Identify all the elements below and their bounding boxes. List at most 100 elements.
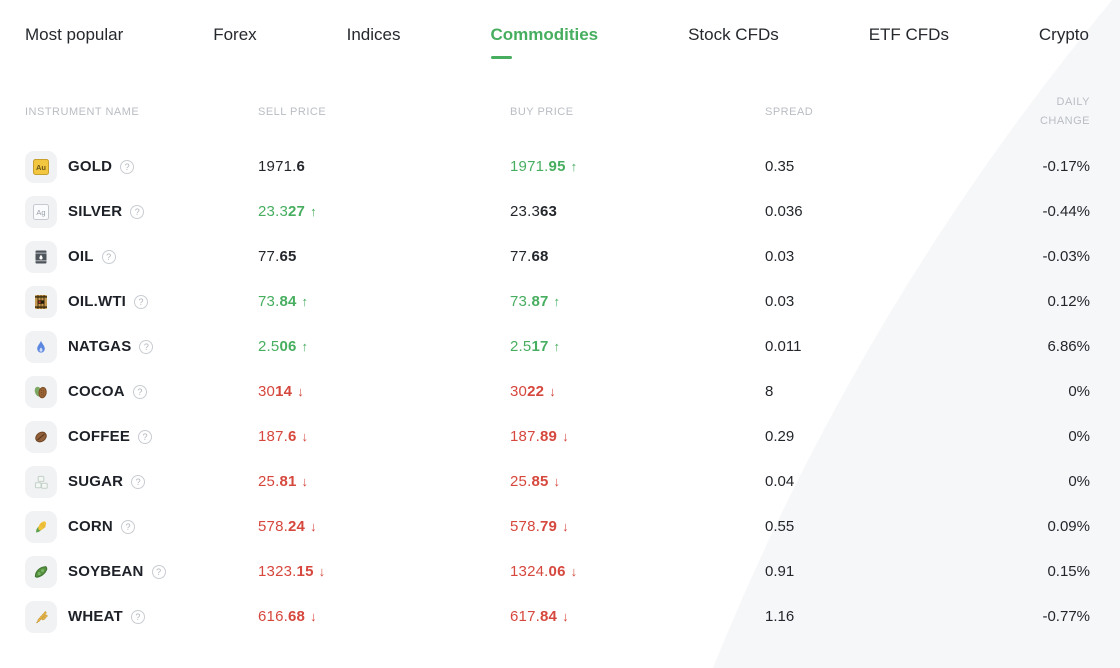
buy-price[interactable]: 187.89 (510, 428, 765, 445)
sell-price[interactable]: 616.68 (258, 608, 510, 625)
direction-arrow-icon (549, 384, 556, 399)
info-icon[interactable] (130, 609, 145, 624)
direction-arrow-icon (310, 519, 317, 534)
buy-price[interactable]: 617.84 (510, 608, 765, 625)
table-row[interactable]: CORN 578.24 578.79 0.55 0.09% (0, 504, 1120, 549)
spread-value: 0.55 (765, 518, 795, 535)
daily-change-value: 0% (1068, 383, 1090, 400)
direction-arrow-icon (554, 474, 561, 489)
oil-wti-barrel-icon (25, 285, 57, 318)
table-row[interactable]: OIL 77.65 77.68 0.03 -0.03% (0, 234, 1120, 279)
info-icon[interactable] (132, 384, 147, 399)
direction-arrow-icon (562, 429, 569, 444)
buy-price[interactable]: 578.79 (510, 518, 765, 535)
table-row[interactable]: Au GOLD 1971.6 1971.95 0.35 -0.17% (0, 144, 1120, 189)
daily-change-value: -0.77% (1042, 608, 1090, 625)
instrument-name: SILVER (68, 203, 123, 220)
sell-price[interactable]: 1971.6 (258, 158, 306, 175)
instrument-name: OIL.WTI (68, 293, 127, 310)
direction-arrow-icon (571, 159, 578, 174)
buy-price[interactable]: 73.87 (510, 293, 765, 310)
silver-icon: Ag (25, 195, 57, 228)
instrument-name: GOLD (68, 158, 113, 175)
daily-change-value: 0% (1068, 428, 1090, 445)
direction-arrow-icon (554, 339, 561, 354)
svg-text:Au: Au (36, 163, 46, 172)
coffee-bean-icon (25, 420, 57, 453)
sell-price[interactable]: 1323.15 (258, 563, 510, 580)
sell-price[interactable]: 3014 (258, 383, 510, 400)
sell-price[interactable]: 25.81 (258, 473, 510, 490)
buy-price[interactable]: 3022 (510, 383, 765, 400)
table-row[interactable]: NATGAS 2.506 2.517 0.011 6.86% (0, 324, 1120, 369)
spread-value: 1.16 (765, 608, 795, 625)
daily-change-value: -0.03% (1042, 248, 1090, 265)
sell-price[interactable]: 187.6 (258, 428, 510, 445)
instruments-table: Au GOLD 1971.6 1971.95 0.35 -0.17% Ag SI… (0, 144, 1120, 639)
cocoa-pod-icon (25, 375, 57, 408)
table-row[interactable]: SOYBEAN 1323.15 1324.06 0.91 0.15% (0, 549, 1120, 594)
tab-most-popular[interactable]: Most popular (25, 25, 124, 44)
header-instrument-name: INSTRUMENT NAME (25, 106, 140, 118)
buy-price[interactable]: 25.85 (510, 473, 765, 490)
tab-crypto[interactable]: Crypto (1038, 25, 1089, 44)
spread-value: 0.29 (765, 428, 795, 445)
daily-change-value: -0.17% (1042, 158, 1090, 175)
direction-arrow-icon (302, 429, 309, 444)
table-row[interactable]: WHEAT 616.68 617.84 1.16 -0.77% (0, 594, 1120, 639)
info-icon[interactable] (131, 474, 146, 489)
info-icon[interactable] (120, 519, 135, 534)
daily-change-value: 0.15% (1047, 563, 1090, 580)
direction-arrow-icon (571, 564, 578, 579)
info-icon[interactable] (151, 564, 166, 579)
tab-forex[interactable]: Forex (213, 25, 257, 44)
direction-arrow-icon (302, 474, 309, 489)
daily-change-value: 0.09% (1047, 518, 1090, 535)
spread-value: 0.03 (765, 248, 795, 265)
buy-price[interactable]: 77.68 (510, 248, 549, 265)
info-icon[interactable] (101, 249, 116, 264)
table-row[interactable]: COCOA 3014 3022 8 0% (0, 369, 1120, 414)
instrument-name: COCOA (68, 383, 125, 400)
direction-arrow-icon (302, 339, 309, 354)
info-icon[interactable] (130, 204, 145, 219)
category-tabs: Most popular Forex Indices Commodities S… (0, 0, 1120, 70)
tab-commodities[interactable]: Commodities (490, 25, 599, 59)
sell-price[interactable]: 2.506 (258, 338, 510, 355)
spread-value: 0.04 (765, 473, 795, 490)
sell-price[interactable]: 73.84 (258, 293, 510, 310)
sell-price[interactable]: 23.327 (258, 203, 510, 220)
table-row[interactable]: Ag SILVER 23.327 23.363 0.036 -0.44% (0, 189, 1120, 234)
sell-price[interactable]: 77.65 (258, 248, 297, 265)
instrument-name: WHEAT (68, 608, 123, 625)
instrument-name: NATGAS (68, 338, 132, 355)
buy-price[interactable]: 23.363 (510, 203, 558, 220)
direction-arrow-icon (302, 294, 309, 309)
oil-barrel-icon (25, 240, 57, 273)
table-row[interactable]: OIL.WTI 73.84 73.87 0.03 0.12% (0, 279, 1120, 324)
sell-price[interactable]: 578.24 (258, 518, 510, 535)
info-icon[interactable] (139, 339, 154, 354)
spread-value: 0.91 (765, 563, 795, 580)
instrument-name: CORN (68, 518, 113, 535)
buy-price[interactable]: 1971.95 (510, 158, 765, 175)
tab-etf-cfds[interactable]: ETF CFDs (868, 25, 949, 44)
table-row[interactable]: COFFEE 187.6 187.89 0.29 0% (0, 414, 1120, 459)
tab-stock-cfds[interactable]: Stock CFDs (688, 25, 779, 44)
table-row[interactable]: SUGAR 25.81 25.85 0.04 0% (0, 459, 1120, 504)
info-icon[interactable] (120, 159, 135, 174)
info-icon[interactable] (134, 294, 149, 309)
direction-arrow-icon (562, 519, 569, 534)
header-buy-price: BUY PRICE (510, 106, 574, 118)
spread-value: 0.03 (765, 293, 795, 310)
buy-price[interactable]: 1324.06 (510, 563, 765, 580)
gold-icon: Au (25, 150, 57, 183)
instrument-name: OIL (68, 248, 94, 265)
tab-indices[interactable]: Indices (346, 25, 401, 44)
spread-value: 0.011 (765, 338, 802, 355)
direction-arrow-icon (562, 609, 569, 624)
direction-arrow-icon (310, 609, 317, 624)
buy-price[interactable]: 2.517 (510, 338, 765, 355)
info-icon[interactable] (138, 429, 153, 444)
